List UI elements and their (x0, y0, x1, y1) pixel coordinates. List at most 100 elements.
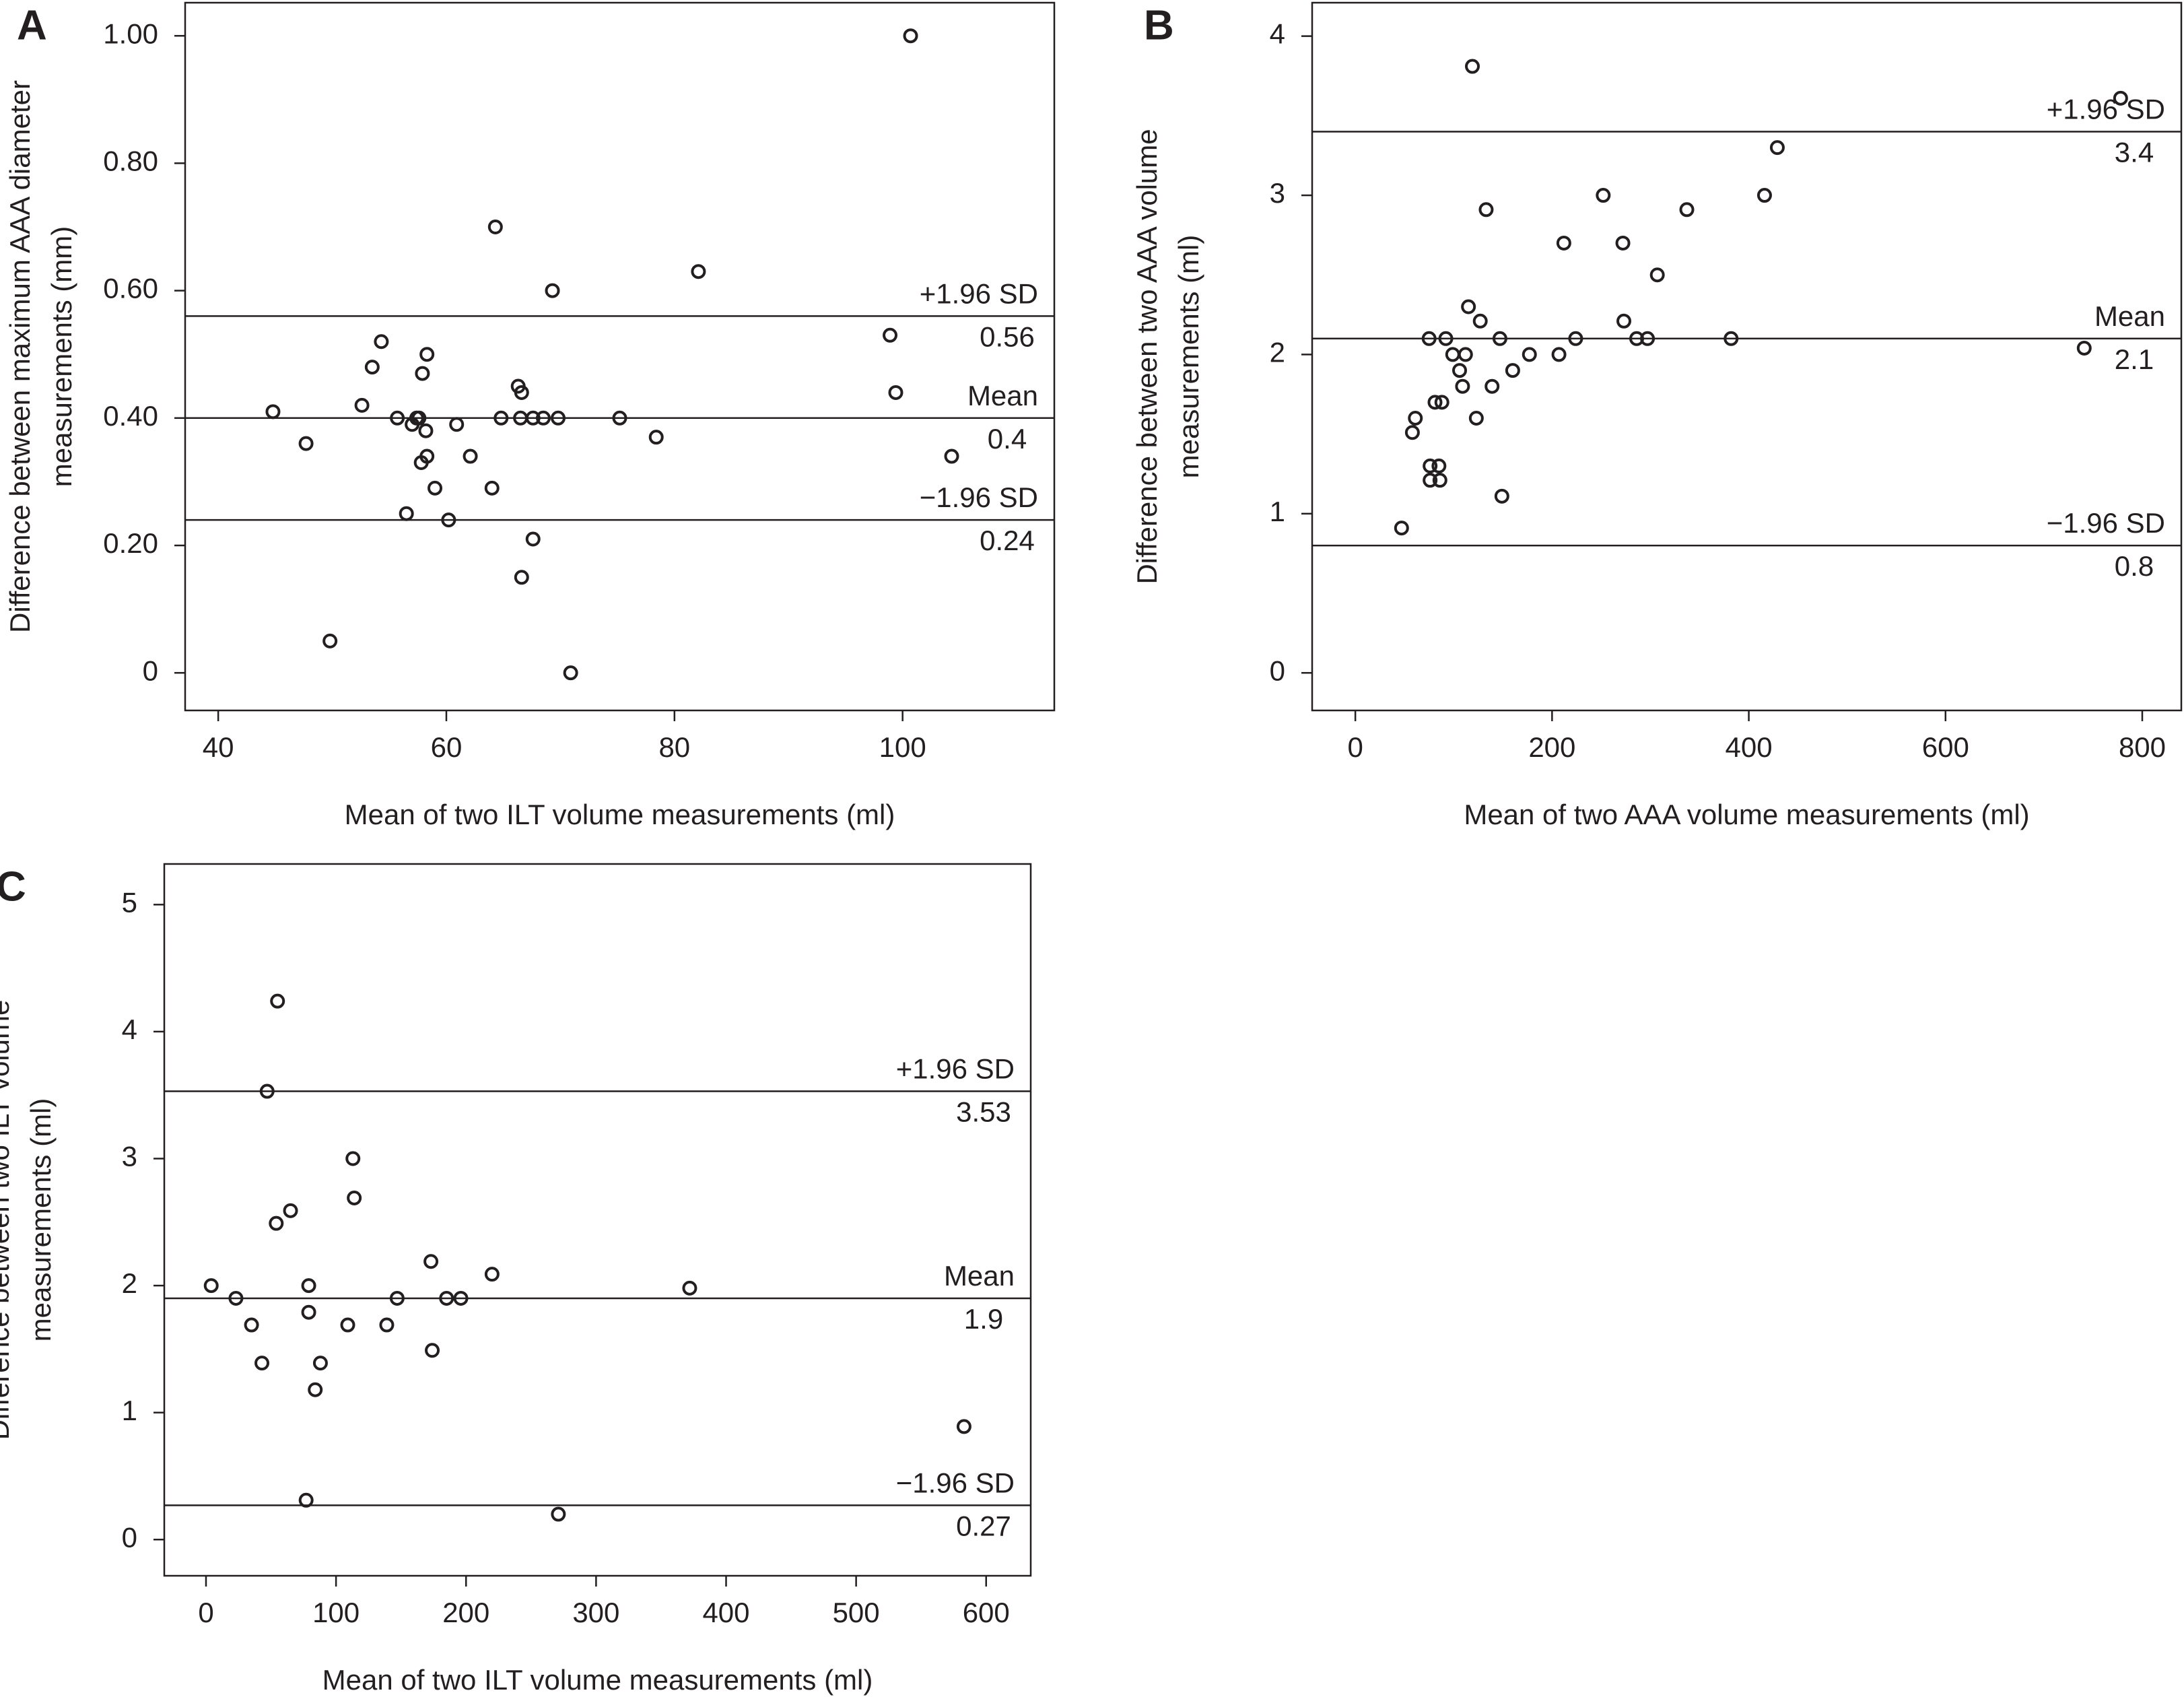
y-tick-label: 0.80 (103, 145, 158, 176)
data-point (399, 506, 414, 521)
reference-line-name: −1.96 SD (896, 1467, 1015, 1498)
y-tick-label: 0.40 (103, 400, 158, 432)
y-tick-label: 3 (122, 1141, 137, 1172)
data-point (944, 448, 959, 464)
panel-letter: A (17, 2, 47, 48)
data-point (535, 410, 551, 426)
data-point (888, 385, 903, 400)
data-point (298, 1492, 314, 1508)
data-point (1455, 378, 1470, 394)
data-point (1472, 313, 1488, 329)
x-tick-label: 0 (198, 1597, 213, 1628)
data-point (374, 334, 389, 349)
y-axis-label: Difference between two ILT volume (0, 1000, 15, 1440)
data-point (340, 1317, 355, 1333)
panel: C 0 1 2 3 4 5 0 100 200 300 400 500 600 Mean of two IL… (0, 863, 1032, 1696)
data-point (1649, 267, 1665, 283)
data-point (415, 366, 430, 381)
reference-line-value: 3.4 (2115, 137, 2154, 168)
y-tick-label: 0 (143, 655, 158, 686)
x-tick-label: 600 (1922, 731, 1969, 763)
x-tick-label: 500 (833, 1597, 880, 1628)
x-tick-label: 100 (879, 731, 926, 763)
data-point (453, 1290, 469, 1306)
y-tick-label: 4 (122, 1013, 137, 1045)
y-tick-label: 1 (122, 1395, 137, 1426)
data-point (883, 327, 898, 343)
x-axis-label: Mean of two ILT volume measurements (ml) (345, 799, 895, 830)
y-tick-label: 0.20 (103, 527, 158, 559)
data-point (1522, 347, 1537, 362)
y-axis-label: measurements (mm) (46, 226, 77, 487)
reference-line-name: −1.96 SD (920, 481, 1038, 513)
data-point (441, 512, 456, 528)
data-point (405, 417, 420, 432)
reference-line-value: 3.53 (956, 1096, 1011, 1128)
panel-letter: C (0, 863, 26, 910)
data-point (484, 1267, 500, 1282)
y-tick-label: 1.00 (103, 18, 158, 49)
data-point (1404, 425, 1420, 440)
data-point (301, 1304, 316, 1320)
x-axis-label: Mean of two AAA volume measurements (ml) (1464, 799, 2029, 830)
data-point (1458, 347, 1473, 362)
data-point (254, 1356, 270, 1371)
data-point (308, 1382, 323, 1397)
data-point (463, 448, 478, 464)
data-point (682, 1280, 697, 1296)
x-tick-label: 200 (442, 1597, 489, 1628)
reference-line-value: 2.1 (2115, 343, 2154, 375)
x-tick-label: 40 (203, 731, 234, 763)
data-point (1724, 331, 1739, 346)
data-point (525, 410, 541, 426)
x-tick-label: 60 (431, 731, 463, 763)
data-point (203, 1278, 219, 1294)
y-tick-label: 1 (1270, 496, 1285, 527)
x-tick-label: 400 (702, 1597, 749, 1628)
data-point (563, 665, 578, 681)
data-point (1556, 235, 1571, 251)
data-point (1568, 331, 1583, 346)
data-point (379, 1317, 395, 1333)
data-point (1431, 458, 1447, 473)
data-point (514, 570, 529, 585)
reference-line-name: +1.96 SD (2047, 94, 2165, 125)
data-point (322, 633, 338, 648)
data-point (301, 1278, 316, 1294)
x-tick-label: 300 (572, 1597, 619, 1628)
data-point (514, 385, 529, 400)
data-point (413, 455, 429, 471)
reference-line-name: −1.96 SD (2047, 507, 2165, 539)
data-point (2076, 340, 2092, 356)
data-point (612, 410, 627, 426)
data-point (312, 1356, 328, 1371)
data-point (525, 531, 541, 547)
data-point (1432, 473, 1447, 488)
data-point (1461, 299, 1476, 314)
data-point (551, 1506, 566, 1522)
data-point (1452, 363, 1468, 378)
panel: A 0 0.20 0.40 0.60 0.80 1.00 40 60 80 100 Mean of t… (4, 1, 1056, 830)
data-point (1465, 59, 1480, 74)
data-point (545, 283, 560, 298)
data-point (1478, 202, 1494, 218)
panel-letter: B (1144, 2, 1174, 48)
data-point (1679, 202, 1695, 218)
data-point (228, 1290, 244, 1306)
data-point (419, 347, 435, 362)
plot-frame (1311, 1, 2183, 712)
data-point (449, 417, 465, 432)
reference-line-name: Mean (944, 1260, 1015, 1292)
data-point (244, 1317, 259, 1333)
reference-line-name: Mean (967, 380, 1038, 411)
data-point (390, 410, 405, 426)
data-point (265, 404, 281, 420)
y-axis-label: measurements (ml) (1173, 235, 1204, 479)
data-point (551, 410, 566, 426)
y-tick-label: 2 (122, 1267, 137, 1299)
data-point (1421, 331, 1437, 346)
data-point (389, 1290, 405, 1306)
data-point (484, 480, 500, 496)
data-point (259, 1084, 275, 1099)
data-point (493, 410, 509, 426)
